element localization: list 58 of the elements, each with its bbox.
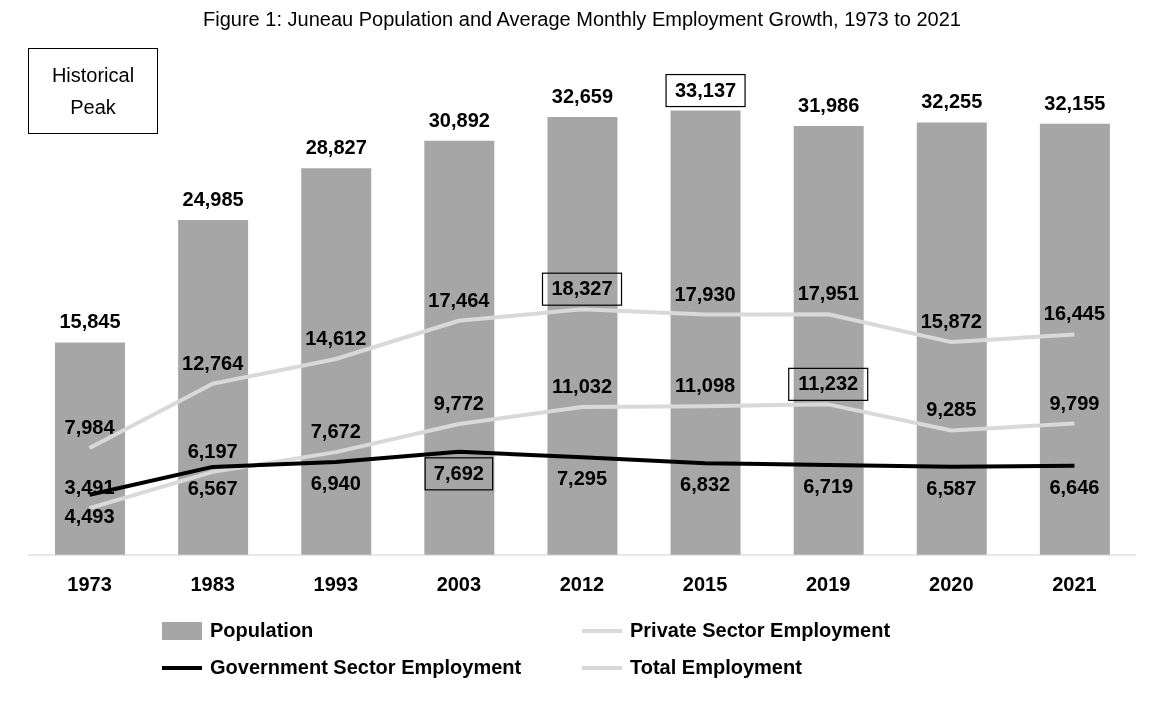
chart-title: Figure 1: Juneau Population and Average Monthly Employment Growth, 1973 to 2021 [202, 8, 962, 31]
legend-label: Private Sector Employment [630, 619, 891, 642]
bar [670, 110, 741, 555]
data-label: 4,493 [64, 504, 115, 527]
data-label: 6,197 [187, 439, 238, 462]
data-label: 11,232 [798, 372, 859, 395]
data-label: 7,984 [64, 415, 116, 438]
data-label: 9,285 [926, 398, 977, 421]
bar [1039, 123, 1110, 555]
data-label: 7,692 [433, 461, 484, 484]
x-tick-label: 2021 [1052, 573, 1097, 596]
x-tick-label: 1993 [313, 573, 359, 596]
bar [178, 219, 249, 555]
bar [301, 168, 372, 555]
x-tick-label: 1973 [67, 573, 112, 596]
bar [793, 125, 864, 555]
data-label: 17,930 [674, 282, 736, 305]
legend-label: Total Employment [630, 656, 802, 679]
data-label: 14,612 [305, 327, 367, 350]
data-label: 7,295 [556, 467, 608, 490]
legend-label: Population [210, 619, 314, 642]
data-label: 15,845 [59, 310, 121, 333]
x-tick-label: 2020 [929, 573, 974, 596]
data-label: 32,659 [551, 84, 614, 107]
x-tick-label: 2012 [559, 573, 605, 596]
data-label: 18,327 [551, 277, 613, 300]
data-label: 31,986 [798, 93, 860, 116]
data-label: 32,255 [921, 90, 983, 113]
data-label: 6,646 [1049, 475, 1100, 498]
data-label: 6,719 [803, 474, 854, 497]
data-label: 9,799 [1049, 391, 1100, 414]
x-tick-label: 2015 [682, 573, 728, 596]
bar [916, 122, 987, 555]
data-label: 6,567 [187, 476, 238, 499]
data-label: 6,832 [680, 473, 731, 496]
x-tick-label: 2003 [436, 573, 482, 596]
data-label: 12,764 [182, 351, 245, 374]
data-label: 7,672 [310, 420, 361, 443]
bar [547, 116, 618, 555]
legend-label: Government Sector Employment [210, 656, 522, 679]
x-tick-label: 1983 [190, 573, 235, 596]
data-label: 28,827 [305, 136, 367, 159]
annotation: Historical Peak [28, 48, 158, 134]
data-label: 17,951 [797, 282, 859, 305]
data-label: 6,940 [310, 471, 361, 494]
data-label: 33,137 [674, 78, 737, 101]
data-label: 9,772 [433, 391, 484, 414]
data-label: 24,985 [182, 187, 244, 210]
data-label: 17,464 [428, 288, 491, 311]
data-label: 32,155 [1044, 91, 1106, 114]
bar [424, 140, 495, 555]
data-label: 30,892 [428, 108, 490, 131]
data-label: 6,587 [926, 476, 977, 499]
data-label: 15,872 [920, 310, 982, 333]
x-tick-label: 2019 [805, 573, 851, 596]
data-label: 16,445 [1043, 302, 1106, 325]
data-label: 11,032 [551, 375, 613, 398]
data-label: 11,098 [675, 374, 736, 397]
